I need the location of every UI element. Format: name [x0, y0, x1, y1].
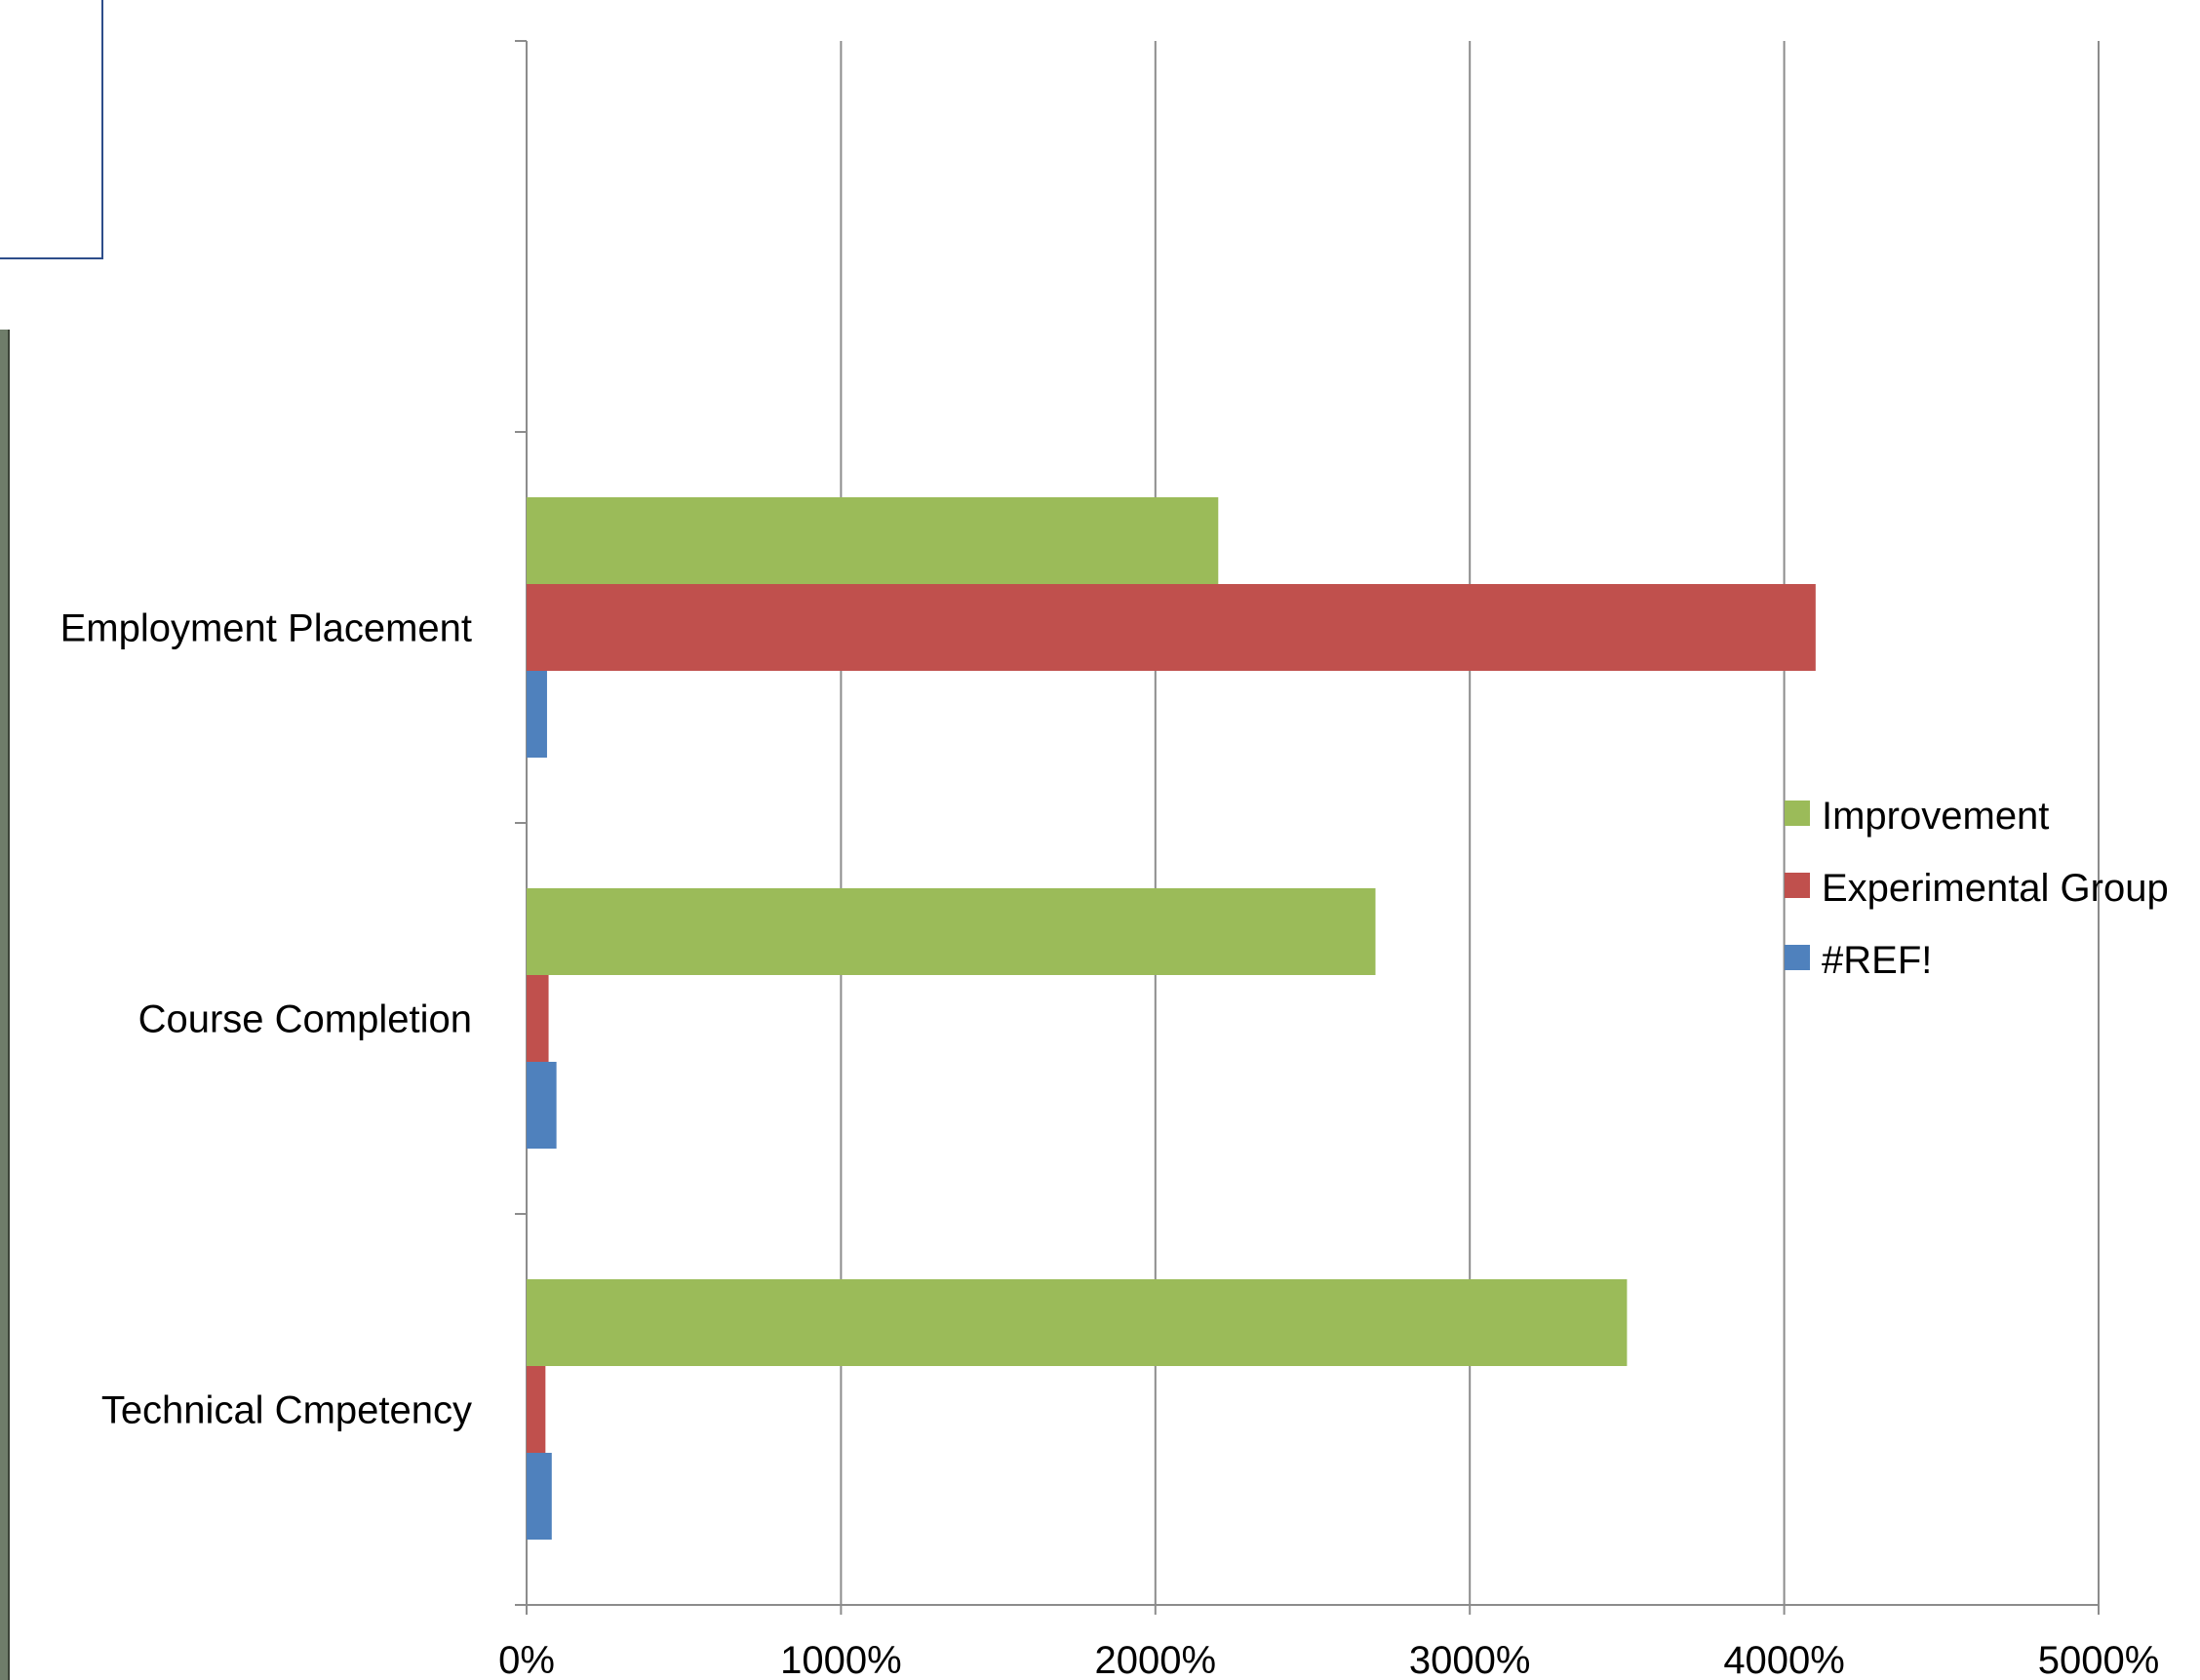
x-tick-label: 3000% [1409, 1639, 1531, 1680]
bar [527, 671, 547, 758]
bar [527, 975, 549, 1062]
background-window-edge [0, 330, 10, 1680]
bar [527, 584, 1816, 671]
legend-label: Experimental Group [1822, 867, 2169, 910]
category-label: Course Completion [138, 998, 472, 1041]
x-tick-label: 4000% [1723, 1639, 1845, 1680]
legend-swatch [1785, 945, 1810, 970]
category-label: Employment Placement [60, 607, 472, 650]
legend-label: Improvement [1822, 795, 2049, 838]
x-tick-label: 5000% [2038, 1639, 2160, 1680]
legend-swatch [1785, 873, 1810, 898]
bar [527, 1062, 557, 1149]
background-window-fragment [0, 0, 103, 259]
bar [527, 1453, 552, 1540]
bar [527, 888, 1376, 975]
bar [527, 1279, 1628, 1366]
bar [527, 497, 1219, 584]
x-tick-label: 0% [498, 1639, 555, 1680]
legend-swatch [1785, 801, 1810, 826]
category-label: Technical Cmpetency [101, 1389, 472, 1432]
x-tick-label: 2000% [1095, 1639, 1217, 1680]
bar [527, 1366, 546, 1453]
x-tick-label: 1000% [780, 1639, 902, 1680]
legend-label: #REF! [1822, 939, 1932, 982]
